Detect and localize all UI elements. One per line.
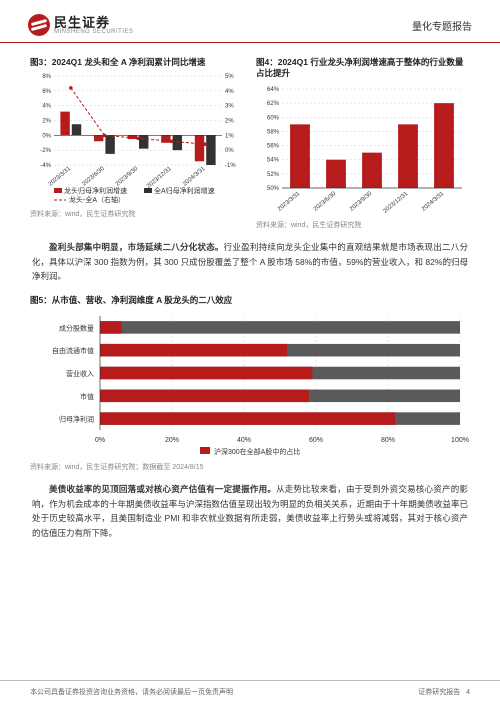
logo-icon [28,14,50,36]
svg-text:成分股数量: 成分股数量 [59,324,94,333]
page-header: 民生证券 MINSHENG SECURITIES 量化专题报告 [0,0,500,43]
logo-en: MINSHENG SECURITIES [54,29,134,35]
svg-text:0%: 0% [42,133,51,139]
svg-text:6%: 6% [42,89,51,95]
svg-text:2%: 2% [42,119,51,125]
svg-text:自由流通市值: 自由流通市值 [52,347,94,356]
chart5-title: 图5：从市值、营收、净利润维度 A 股龙头的二八效应 [30,295,470,306]
svg-text:3%: 3% [225,104,234,110]
footer-right: 证券研究报告 4 [418,687,470,697]
svg-text:2023/6/30: 2023/6/30 [81,166,106,188]
svg-text:50%: 50% [267,186,280,192]
chart4-title: 图4：2024Q1 行业龙头净利润增速高于整体的行业数量占比提升 [256,57,470,79]
svg-text:2023/12/31: 2023/12/31 [146,166,173,190]
para2-lead: 美债收益率的见顶回落或对核心资产估值有一定提振作用。 [49,484,276,494]
chart4-source: 资料来源：wind，民生证券研究院 [256,220,470,230]
svg-text:40%: 40% [237,437,251,444]
svg-text:-2%: -2% [40,148,51,154]
svg-text:56%: 56% [267,144,280,150]
svg-text:60%: 60% [267,115,280,121]
doc-type: 量化专题报告 [412,18,472,33]
svg-text:8%: 8% [42,74,51,80]
svg-text:2023/9/30: 2023/9/30 [349,191,374,213]
svg-text:2023/9/30: 2023/9/30 [115,166,140,188]
svg-text:市值: 市值 [80,392,94,401]
svg-text:龙头-全A（右轴）: 龙头-全A（右轴） [69,195,125,204]
svg-text:归母净利润: 归母净利润 [59,415,94,424]
svg-text:0%: 0% [95,437,105,444]
svg-text:60%: 60% [309,437,323,444]
svg-text:100%: 100% [451,437,469,444]
svg-text:2024/3/31: 2024/3/31 [421,191,446,213]
chart5-svg: 0% 20% 40% 60% 80% 100% 成分股数量自由流通市值营业收入市值归母净利润… [30,310,470,460]
svg-text:58%: 58% [267,130,280,136]
svg-text:54%: 54% [267,158,280,164]
svg-text:4%: 4% [42,104,51,110]
svg-text:2023/12/31: 2023/12/31 [382,191,409,215]
svg-text:-1%: -1% [225,163,236,169]
logo-block: 民生证券 MINSHENG SECURITIES [28,14,134,36]
svg-text:2023/3/31: 2023/3/31 [48,166,73,188]
svg-text:2024/3/31: 2024/3/31 [182,166,207,188]
footer-disclaimer: 本公司具备证券投资咨询业务资格，请务必阅读最后一页免责声明 [30,687,233,697]
svg-text:龙头归母净利润增速: 龙头归母净利润增速 [64,186,127,195]
svg-text:1%: 1% [225,133,234,139]
chart4-container: 图4：2024Q1 行业龙头净利润增速高于整体的行业数量占比提升 50%52%5… [256,57,470,230]
svg-text:64%: 64% [267,87,280,93]
para1-lead: 盈利头部集中明显，市场延续二八分化状态。 [49,242,224,252]
paragraph-2: 美债收益率的见顶回落或对核心资产估值有一定提振作用。从走势比较来看，由于受到外资… [32,482,468,540]
svg-text:营业收入: 营业收入 [66,369,94,378]
svg-text:2023/6/30: 2023/6/30 [313,191,338,213]
svg-text:全A归母净利润增速: 全A归母净利润增速 [154,186,215,195]
chart5-source: 资料来源：wind，民生证券研究院；数据截至 2024/8/15 [30,462,470,472]
svg-text:-4%: -4% [40,163,51,169]
svg-text:80%: 80% [381,437,395,444]
svg-text:5%: 5% [225,74,234,80]
svg-text:62%: 62% [267,101,280,107]
logo-cn: 民生证券 [54,16,134,29]
svg-text:沪深300在全部A股中的占比: 沪深300在全部A股中的占比 [214,447,300,456]
svg-text:2%: 2% [225,119,234,125]
chart3-svg: -4% -2% 0% 2% 4% 6% 8% -1% 0% 1% 2% 3% 4% 5% 2023/3/31… [30,72,244,207]
svg-text:2023/3/31: 2023/3/31 [277,191,302,213]
chart4-svg: 50% 52% 54% 56% 58% 60% 62% 64% 2023/3/31 2023/6/… [256,83,470,218]
paragraph-1: 盈利头部集中明显，市场延续二八分化状态。行业盈利持续向龙头企业集中的直观结果就是… [32,240,468,283]
chart5-container: 图5：从市值、营收、净利润维度 A 股龙头的二八效应 0% 20% 40% 60% 80… [30,295,470,472]
svg-text:20%: 20% [165,437,179,444]
svg-text:0%: 0% [225,148,234,154]
svg-text:52%: 52% [267,172,280,178]
page-footer: 本公司具备证券投资咨询业务资格，请务必阅读最后一页免责声明 证券研究报告 4 [0,680,500,707]
chart3-source: 资料来源：wind，民生证券研究院 [30,209,244,219]
chart3-title: 图3：2024Q1 龙头和全 A 净利润累计同比增速 [30,57,244,68]
chart3-container: 图3：2024Q1 龙头和全 A 净利润累计同比增速 -4% -2% 0% 2% 4% 6… [30,57,244,230]
svg-text:4%: 4% [225,89,234,95]
